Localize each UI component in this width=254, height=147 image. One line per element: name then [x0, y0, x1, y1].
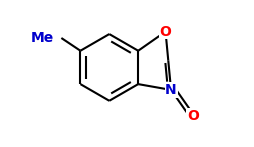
Text: N: N	[165, 83, 176, 97]
Text: O: O	[159, 25, 171, 39]
Text: Me: Me	[31, 31, 54, 45]
Text: O: O	[186, 109, 198, 123]
